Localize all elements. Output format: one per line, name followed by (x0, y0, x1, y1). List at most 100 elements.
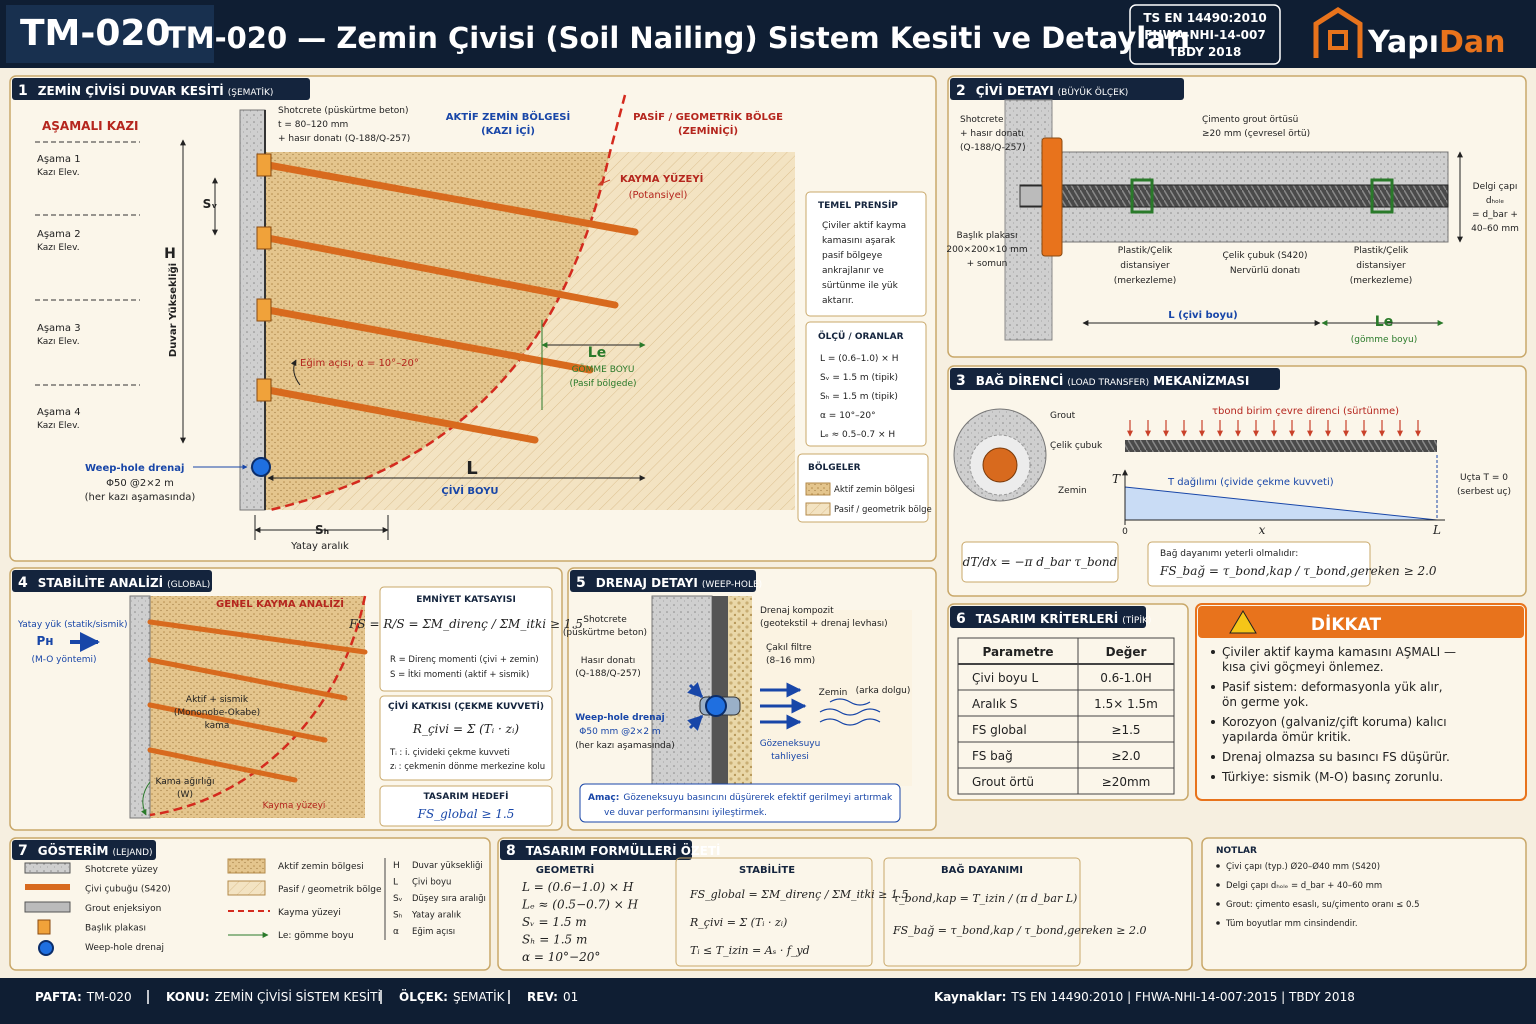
note: distansiyer (1356, 261, 1406, 271)
box-line: pasif bölgeye (822, 251, 883, 261)
box-line: Aktif zemin bölgesi (834, 485, 915, 495)
box-line: Çiviler aktif kayma (822, 221, 906, 231)
formula: Lₑ ≈ (0.5−0.7) × H (521, 898, 639, 912)
box-title: NOTLAR (1216, 846, 1257, 856)
panel-title-part: 5 (576, 575, 586, 591)
box-line: Tᵢ : i. çivideki çekme kuvveti (389, 748, 510, 758)
formula: R_çivi = Σ (Tᵢ · zᵢ) (412, 722, 519, 736)
panel-title: 3 BAĞ DİRENCİ (LOAD TRANSFER) MEKANİZMASI (956, 373, 1249, 389)
panel-title-part: STABİLİTE ANALİZİ (38, 575, 163, 590)
note: (M-O yöntemi) (31, 655, 96, 665)
dimension: L (466, 458, 477, 479)
box-line: zᵢ : çekmenin dönme merkezine kolu (390, 762, 545, 772)
box-line: Sₕ = 1.5 m (tipik) (820, 392, 898, 402)
panel-title: 1 ZEMİN ÇİVİSİ DUVAR KESİTİ (ŞEMATİK) (18, 83, 273, 99)
dimension: Sᵥ (203, 197, 218, 211)
note: Φ50 mm @2×2 m (579, 727, 660, 737)
note: (merkezleme) (1350, 276, 1413, 286)
panel-title-part: (BÜYÜK ÖLÇEK) (1058, 87, 1129, 98)
sheet-code: TM-020 (20, 13, 170, 54)
note: Zemin (819, 688, 848, 698)
stage: Aşama 1 (37, 154, 81, 165)
note: Φ50 @2×2 m (106, 478, 174, 489)
panel-title-part: MEKANİZMASI (1153, 373, 1249, 388)
legend-item: Weep-hole drenaj (85, 943, 164, 953)
note: Drenaj kompozit (760, 606, 834, 616)
note: Çakıl filtre (766, 643, 812, 653)
formula: FS_global ≥ 1.5 (417, 807, 515, 821)
aim-part: Gözeneksuyu basıncını düşürerek efektif … (623, 793, 893, 803)
formula: L = (0.6−1.0) × H (521, 880, 634, 894)
note: (her kazı aşamasında) (85, 492, 196, 503)
stage-note: Kazı Elev. (37, 243, 80, 253)
note: dₕₒₗₑ (1486, 196, 1505, 206)
footer-item-part: TM-020 (86, 990, 132, 1004)
note: Başlık plakası (957, 231, 1018, 241)
note: T dağılımı (çivide çekme kuvveti) (1167, 476, 1334, 488)
section-drawing (35, 94, 929, 540)
bullet (1216, 883, 1220, 887)
note: Shotcrete (püskürtme beton) (278, 106, 409, 116)
panel-title: 2 ÇİVİ DETAYI (BÜYÜK ÖLÇEK) (956, 83, 1128, 99)
footer-item: REV: 01 (527, 990, 578, 1004)
heading: AŞAMALI KAZI (42, 119, 139, 133)
footer-item-part: ŞEMATİK (453, 989, 506, 1004)
note: Kayma yüzeyi (263, 801, 326, 811)
dimension: Duvar Yüksekliği (167, 263, 179, 357)
panel-title: 7 GÖSTERİM (LEJAND) (18, 843, 153, 859)
note: + somun (967, 259, 1008, 269)
bullet (1216, 902, 1220, 906)
note: kama (205, 721, 230, 731)
panel-title-part: 1 (18, 83, 28, 99)
warning-item: Çiviler aktif kayma kamasını AŞMALI — (1222, 645, 1456, 659)
warning-item: Drenaj olmazsa su basıncı FS düşürür. (1222, 750, 1450, 764)
panel-title-part: TASARIM KRİTERLERİ (976, 611, 1118, 626)
note: Zemin (1058, 486, 1087, 496)
table-header: Parametre (982, 645, 1053, 659)
box-line: Sᵥ = 1.5 m (tipik) (820, 373, 898, 383)
note-item: Delgi çapı dₕₒₗₑ = d_bar + 40–60 mm (1226, 881, 1382, 891)
note: + hasır donatı (960, 129, 1024, 139)
group-title: BAĞ DAYANIMI (941, 863, 1023, 876)
stage: Aşama 3 (37, 323, 81, 334)
note-item: Grout: çimento esaslı, su/çimento oranı … (1226, 900, 1420, 910)
criteria-table (957, 637, 1175, 795)
table-cell: Çivi boyu L (972, 671, 1038, 685)
sheet-title: TM-020 — Zemin Çivisi (Soil Nailing) Sis… (166, 21, 1190, 55)
note: Weep-hole drenaj (575, 713, 664, 723)
box-title: ÇİVİ KATKISI (ÇEKME KUVVETİ) (388, 701, 544, 712)
note: tahliyesi (771, 752, 809, 762)
standards-box (1129, 4, 1281, 65)
note-item: Tüm boyutlar mm cinsindendir. (1225, 919, 1358, 929)
note: (Pasif bölgede) (570, 379, 637, 389)
stability-drawing (70, 586, 553, 827)
note: Shotcrete (960, 115, 1004, 125)
panel-title-part: 8 (506, 843, 516, 859)
box-line: Pasif / geometrik bölge (834, 505, 932, 515)
footer-sources-part: Kaynaklar: (934, 990, 1006, 1004)
bullet (1211, 720, 1215, 724)
dimension: Yatay aralık (290, 541, 349, 552)
box-title: TEMEL PRENSİP (818, 200, 898, 211)
note: (merkezleme) (1114, 276, 1177, 286)
axis-label: x (1259, 523, 1266, 537)
panel-title-part: (LOAD TRANSFER) (1067, 378, 1149, 388)
formula: Tᵢ ≤ T_izin = Aₛ · f_yd (690, 944, 810, 957)
brand: YapıDan (1367, 25, 1506, 60)
note: Plastik/Çelik (1118, 246, 1173, 256)
box-line: α = 10°–20° (820, 411, 876, 421)
legend-item: Aktif zemin bölgesi (278, 862, 364, 872)
table-cell: ≥2.0 (1111, 749, 1140, 763)
bullet (1211, 775, 1215, 779)
note: Nervürlü donatı (1230, 266, 1300, 276)
group-title: GEOMETRİ (536, 862, 595, 876)
nail-detail (1004, 99, 1463, 341)
formula: FS_global = ΣM_direnç / ΣM_itki ≥ 1.5 (689, 888, 908, 901)
table-cell: ≥20mm (1102, 775, 1151, 789)
note: distansiyer (1120, 261, 1170, 271)
dimension: Le (588, 345, 606, 361)
stage-note: Kazı Elev. (37, 421, 80, 431)
table-cell: 1.5× 1.5m (1094, 697, 1158, 711)
warning-item: Korozyon (galvaniz/çift koruma) kalıcı (1222, 715, 1447, 729)
